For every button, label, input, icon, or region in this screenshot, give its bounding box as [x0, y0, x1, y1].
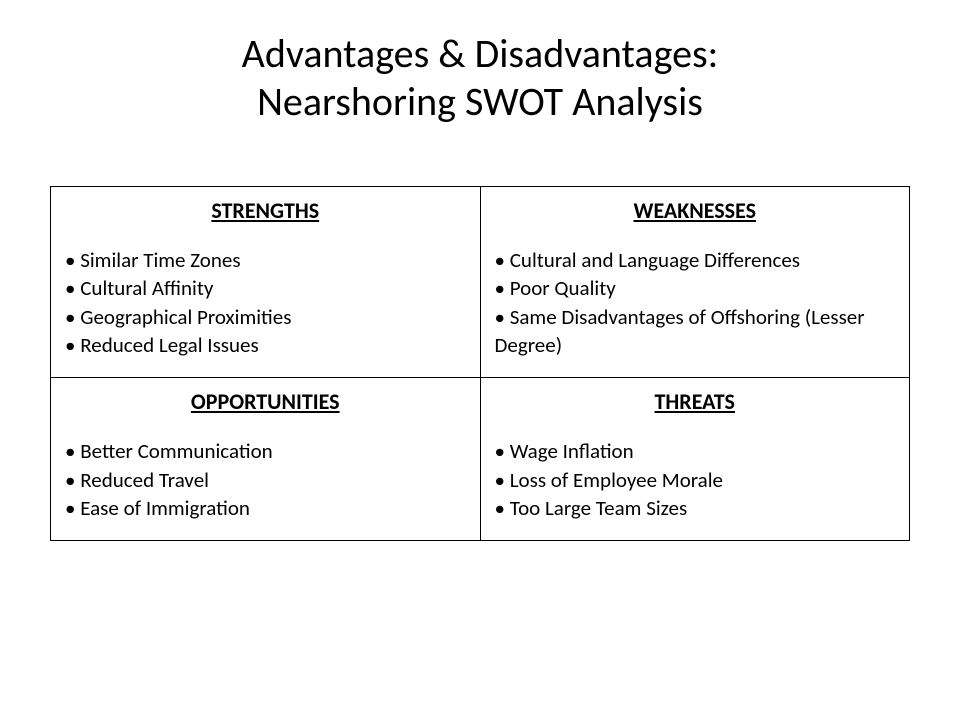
list-item: Better Communication	[65, 437, 466, 465]
quadrant-header: THREATS	[495, 388, 896, 415]
title-line-1: Advantages & Disadvantages:	[242, 29, 719, 78]
title-line-2: Nearshoring SWOT Analysis	[257, 77, 703, 126]
quadrant-header: OPPORTUNITIES	[65, 388, 466, 415]
list-item: Too Large Team Sizes	[495, 494, 896, 522]
list-item: Loss of Employee Morale	[495, 466, 896, 494]
swot-quadrant-strengths: STRENGTHS Similar Time Zones Cultural Af…	[51, 187, 481, 378]
list-item: Wage Inflation	[495, 437, 896, 465]
swot-table: STRENGTHS Similar Time Zones Cultural Af…	[50, 186, 910, 541]
quadrant-header: WEAKNESSES	[495, 197, 896, 224]
list-item: Cultural and Language Differences	[495, 246, 896, 274]
list-item: Poor Quality	[495, 274, 896, 302]
list-item: Same Disadvantages of Offshoring (Lesser…	[495, 303, 896, 360]
quadrant-list: Better Communication Reduced Travel Ease…	[65, 437, 466, 522]
quadrant-list: Similar Time Zones Cultural Affinity Geo…	[65, 246, 466, 359]
swot-quadrant-weaknesses: WEAKNESSES Cultural and Language Differe…	[480, 187, 910, 378]
list-item: Reduced Legal Issues	[65, 331, 466, 359]
swot-quadrant-opportunities: OPPORTUNITIES Better Communication Reduc…	[51, 378, 481, 541]
slide-title: Advantages & Disadvantages: Nearshoring …	[50, 30, 910, 126]
list-item: Cultural Affinity	[65, 274, 466, 302]
list-item: Reduced Travel	[65, 466, 466, 494]
swot-quadrant-threats: THREATS Wage Inflation Loss of Employee …	[480, 378, 910, 541]
quadrant-list: Cultural and Language Differences Poor Q…	[495, 246, 896, 359]
quadrant-header: STRENGTHS	[65, 197, 466, 224]
quadrant-list: Wage Inflation Loss of Employee Morale T…	[495, 437, 896, 522]
list-item: Geographical Proximities	[65, 303, 466, 331]
list-item: Similar Time Zones	[65, 246, 466, 274]
list-item: Ease of Immigration	[65, 494, 466, 522]
